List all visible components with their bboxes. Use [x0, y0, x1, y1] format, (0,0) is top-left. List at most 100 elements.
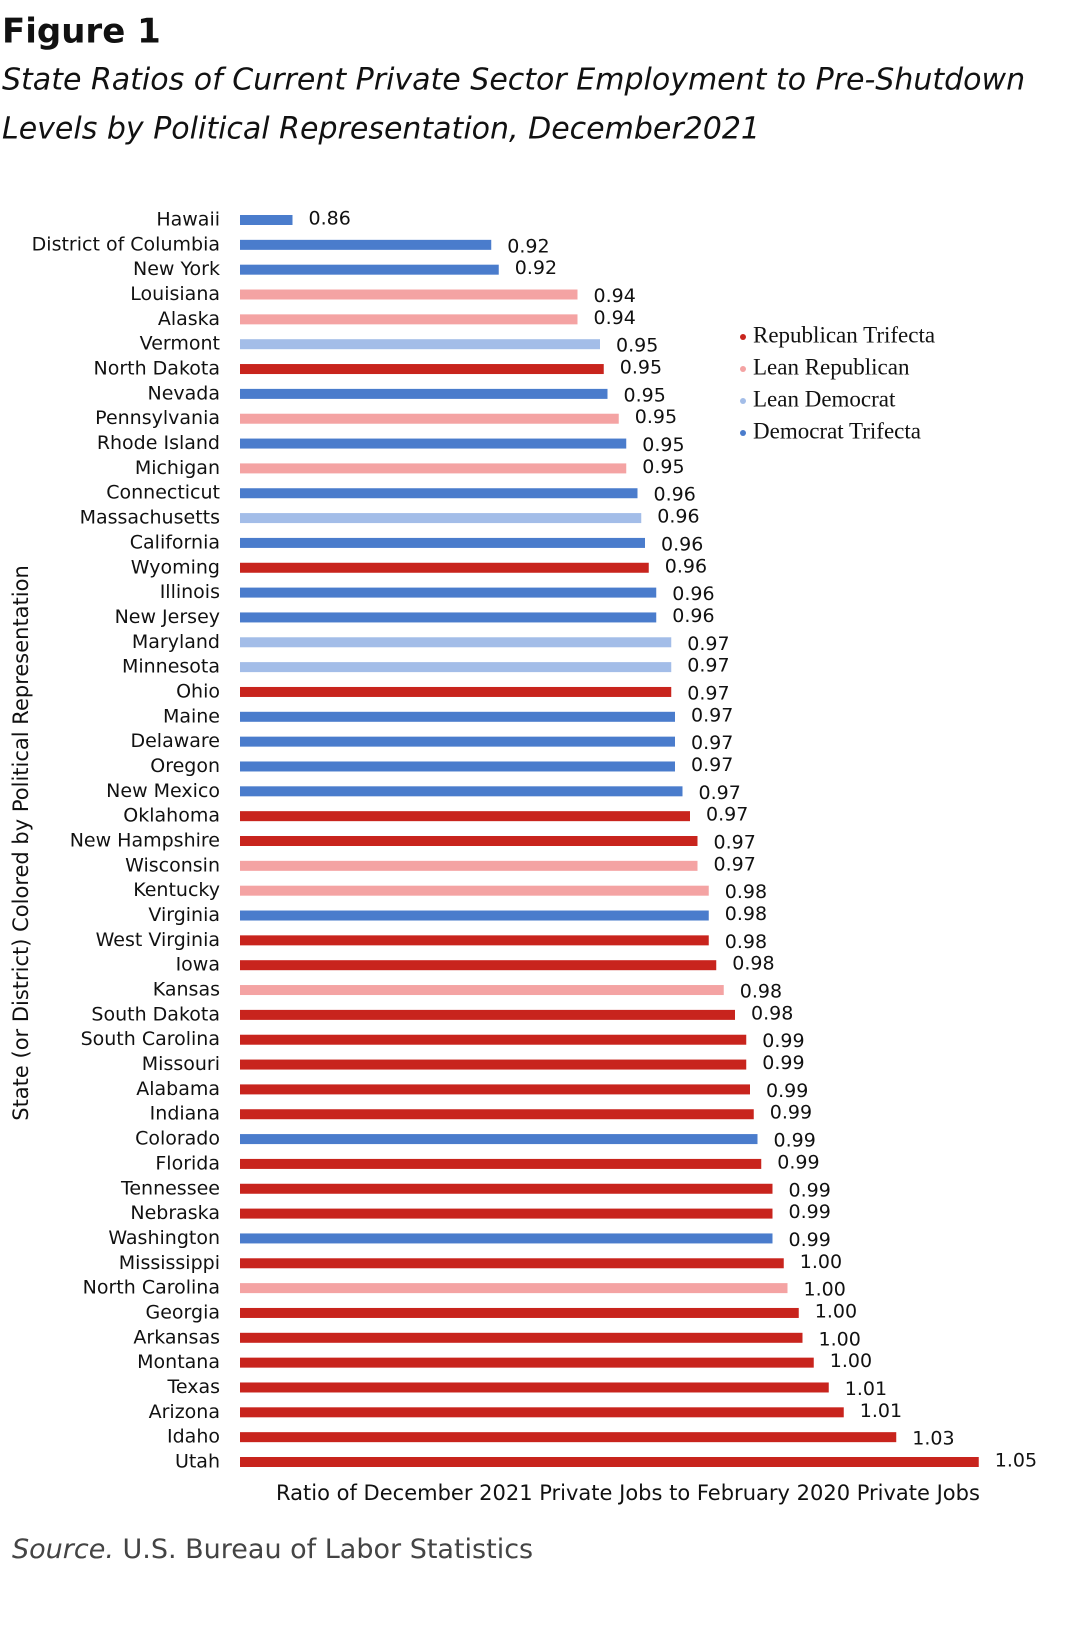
value-label: 0.95 [616, 335, 658, 357]
value-label: 0.97 [687, 655, 729, 677]
bar [240, 1009, 735, 1020]
bar [240, 1109, 754, 1120]
y-tick-label: Minnesota [122, 656, 220, 678]
bar [240, 463, 627, 474]
y-tick-label: North Carolina [83, 1277, 220, 1299]
bar [240, 885, 709, 896]
value-label: 0.94 [594, 285, 636, 307]
legend-marker [740, 398, 746, 404]
value-label: 1.03 [912, 1428, 954, 1450]
y-tick-label: Utah [175, 1451, 220, 1473]
y-tick-label: New Hampshire [70, 830, 220, 852]
y-tick-label: Iowa [176, 954, 220, 976]
bar [240, 1382, 829, 1393]
y-tick-label: Nevada [148, 382, 221, 404]
y-tick-label: Oregon [150, 755, 220, 777]
value-label: 0.97 [687, 633, 729, 655]
value-label: 0.97 [699, 782, 741, 804]
bar [240, 1233, 773, 1244]
y-tick-label: South Dakota [91, 1003, 220, 1025]
value-label: 0.98 [725, 881, 767, 903]
bar [240, 686, 672, 697]
y-tick-label: Mississippi [119, 1252, 220, 1274]
value-label: 0.96 [661, 533, 703, 555]
value-label: 0.95 [624, 384, 666, 406]
y-tick-label: New Mexico [106, 780, 220, 802]
y-tick-label: Colorado [135, 1128, 220, 1150]
bar [240, 662, 672, 673]
bar [240, 1059, 747, 1070]
bar [240, 811, 690, 822]
source: Source. U.S. Bureau of Labor Statistics [12, 1534, 533, 1565]
value-label: 0.99 [770, 1102, 812, 1124]
chart-subtitle: Levels by Political Representation, Dece… [2, 112, 760, 147]
y-tick-label: West Virginia [96, 929, 220, 951]
value-label: 0.95 [642, 456, 684, 478]
y-tick-label: District of Columbia [32, 233, 220, 255]
y-tick-label: Maine [163, 705, 220, 727]
bar [240, 264, 499, 275]
y-tick-label: Illinois [160, 581, 220, 603]
y-tick-label: Wyoming [131, 556, 220, 578]
bar [240, 761, 675, 772]
value-label: 0.97 [714, 853, 756, 875]
value-label: 0.97 [687, 682, 729, 704]
bar [240, 637, 672, 648]
bar [240, 1307, 799, 1318]
value-label: 0.99 [762, 1052, 804, 1074]
value-label: 1.01 [860, 1400, 902, 1422]
value-label: 0.97 [691, 732, 733, 754]
bar [240, 289, 578, 300]
bar [240, 860, 698, 871]
value-label: 0.96 [672, 583, 714, 605]
bar [240, 1407, 844, 1418]
value-label: 0.99 [766, 1080, 808, 1102]
bar [240, 786, 683, 797]
y-tick-label: California [130, 531, 220, 553]
bar [240, 612, 657, 623]
y-tick-label: South Carolina [81, 1028, 220, 1050]
bar [240, 1134, 758, 1145]
y-tick-label: Missouri [142, 1053, 220, 1075]
y-tick-label: North Dakota [94, 358, 221, 380]
y-tick-label: New York [133, 258, 220, 280]
y-tick-label: Alabama [136, 1078, 220, 1100]
bar [240, 1258, 784, 1269]
y-tick-label: Montana [137, 1351, 220, 1373]
value-label: 1.00 [830, 1350, 872, 1372]
y-tick-label: Arizona [149, 1401, 220, 1423]
value-label: 0.99 [762, 1030, 804, 1052]
value-label: 1.00 [804, 1279, 846, 1301]
legend-label: Republican Trifecta [753, 322, 935, 347]
bar [240, 1084, 750, 1095]
y-axis-label: State (or District) Colored by Political… [9, 565, 33, 1121]
y-tick-label: Ohio [176, 680, 220, 702]
y-tick-label: Maryland [132, 631, 220, 653]
value-label: 0.99 [789, 1179, 831, 1201]
bar [240, 587, 657, 598]
value-label: 0.99 [789, 1229, 831, 1251]
bar [240, 413, 619, 424]
bar [240, 1283, 788, 1294]
value-label: 0.96 [657, 506, 699, 528]
value-label: 1.00 [819, 1328, 861, 1350]
y-tick-label: Texas [166, 1376, 220, 1398]
bar [240, 1357, 814, 1368]
y-tick-label: Florida [155, 1152, 220, 1174]
value-label: 0.97 [691, 704, 733, 726]
chart-subtitle: State Ratios of Current Private Sector E… [2, 63, 1025, 98]
bar [240, 339, 600, 350]
bar [240, 562, 649, 573]
y-tick-label: Massachusetts [80, 507, 220, 529]
bar [240, 1183, 773, 1194]
y-tick-label: Idaho [167, 1426, 220, 1448]
y-tick-label: Pennsylvania [95, 407, 220, 429]
bar [240, 438, 627, 449]
value-label: 1.05 [995, 1450, 1037, 1472]
legend-marker [740, 430, 746, 436]
y-tick-label: Tennessee [120, 1177, 220, 1199]
y-tick-label: Wisconsin [125, 854, 220, 876]
value-label: 1.00 [815, 1300, 857, 1322]
y-tick-label: Kansas [153, 979, 220, 1001]
value-label: 0.86 [309, 208, 351, 230]
